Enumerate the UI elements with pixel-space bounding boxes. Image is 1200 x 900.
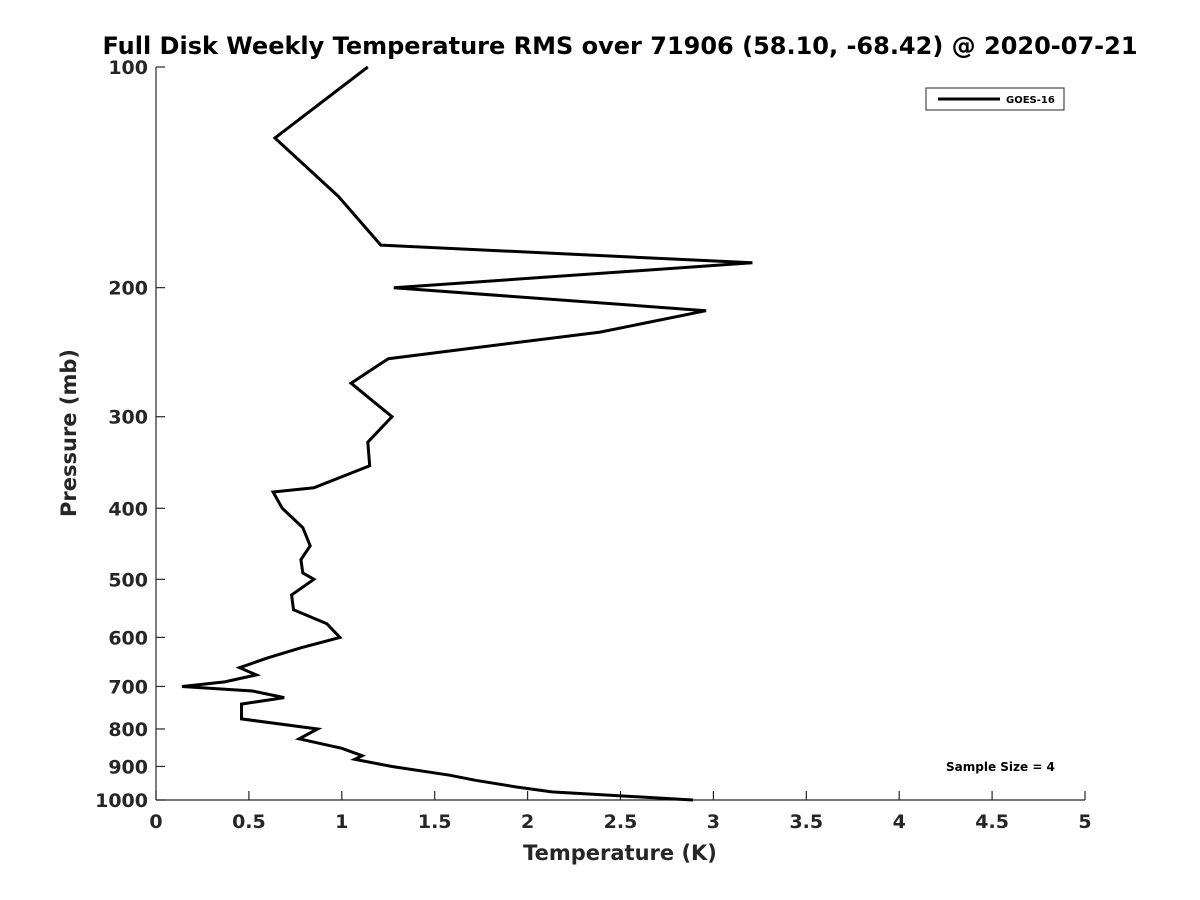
legend: GOES-16: [925, 87, 1065, 111]
x-tick-label: 0: [149, 811, 162, 833]
axes: [155, 67, 1085, 801]
x-tick-label: 2: [521, 811, 534, 833]
y-tick-label: 700: [108, 676, 148, 698]
y-tick-label: 600: [108, 627, 148, 649]
y-tick-label: 300: [108, 407, 148, 429]
y-tick-label: 500: [108, 569, 148, 591]
x-tick-label: 0.5: [232, 811, 266, 833]
x-tick-label: 3: [707, 811, 720, 833]
x-tick-label: 2.5: [604, 811, 638, 833]
y-tick-label: 900: [108, 756, 148, 778]
y-axis-label: Pressure (mb): [57, 349, 81, 517]
y-tick-label: 800: [108, 719, 148, 741]
y-tick-label: 400: [108, 498, 148, 520]
x-tick-label: 1.5: [418, 811, 452, 833]
legend-label-goes-16: GOES-16: [1006, 95, 1055, 106]
x-tick-label: 5: [1078, 811, 1091, 833]
x-tick-label: 4: [893, 811, 906, 833]
series-layer: [181, 65, 753, 802]
x-axis-label: Temperature (K): [523, 841, 717, 865]
series-line-0: [181, 65, 753, 802]
x-tick-label: 4.5: [975, 811, 1009, 833]
chart-title: Full Disk Weekly Temperature RMS over 71…: [102, 32, 1137, 60]
sample-size-annotation: Sample Size = 4: [946, 760, 1055, 774]
x-ticks: 0 0.5 1 1.5 2 2.5 3 3.5 4 4.5 5: [149, 791, 1092, 833]
y-tick-label: 1000: [95, 790, 148, 812]
y-ticks: 100 200 300 400 500 600 700 800 900 1000: [95, 57, 165, 812]
x-tick-label: 3.5: [789, 811, 823, 833]
x-tick-label: 1: [335, 811, 348, 833]
y-tick-label: 100: [108, 57, 148, 79]
y-tick-label: 200: [108, 278, 148, 300]
